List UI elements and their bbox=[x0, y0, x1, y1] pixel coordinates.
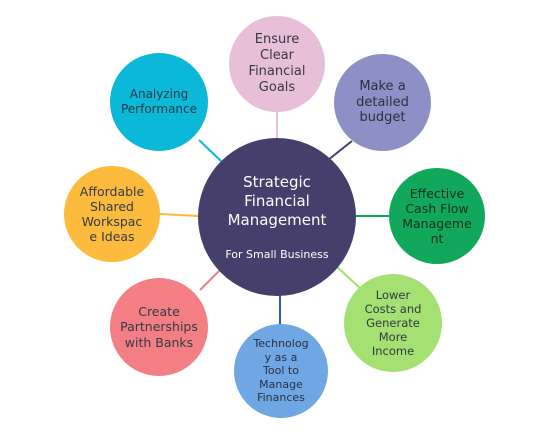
central-topic-title: Strategic Financial Management bbox=[227, 172, 327, 230]
node-affordable-shared-workspace: Affordable Shared Workspac e Ideas bbox=[64, 166, 160, 262]
node-ensure-clear-financial-goals: Ensure Clear Financial Goals bbox=[229, 16, 325, 112]
connector-lower-costs-generate-income bbox=[333, 263, 363, 291]
node-label: Create Partnerships with Banks bbox=[120, 304, 198, 350]
node-make-detailed-budget: Make a detailed budget bbox=[334, 54, 431, 151]
connector-make-detailed-budget bbox=[327, 140, 353, 161]
node-create-partnerships-banks: Create Partnerships with Banks bbox=[110, 278, 208, 376]
node-label: Make a detailed budget bbox=[356, 78, 409, 126]
node-analyzing-performance: Analyzing Performance bbox=[110, 53, 208, 151]
node-label: Lower Costs and Generate More Income bbox=[364, 287, 422, 359]
connector-analyzing-performance bbox=[198, 139, 222, 162]
central-topic: Strategic Financial Management For Small… bbox=[198, 138, 356, 296]
node-label: Technolog y as a Tool to Manage Finances bbox=[253, 337, 309, 405]
node-label: Analyzing Performance bbox=[120, 87, 198, 116]
node-label: Effective Cash Flow Manageme nt bbox=[402, 185, 472, 247]
node-effective-cash-flow-management: Effective Cash Flow Manageme nt bbox=[389, 168, 485, 264]
node-label: Ensure Clear Financial Goals bbox=[248, 32, 306, 95]
node-label: Affordable Shared Workspac e Ideas bbox=[79, 183, 145, 245]
connector-create-partnerships-banks bbox=[199, 267, 223, 291]
node-technology-tool-manage-finances: Technolog y as a Tool to Manage Finances bbox=[234, 324, 328, 418]
central-topic-subtitle: For Small Business bbox=[225, 248, 329, 262]
node-lower-costs-generate-income: Lower Costs and Generate More Income bbox=[344, 274, 442, 372]
connector-affordable-shared-workspace bbox=[159, 213, 199, 217]
